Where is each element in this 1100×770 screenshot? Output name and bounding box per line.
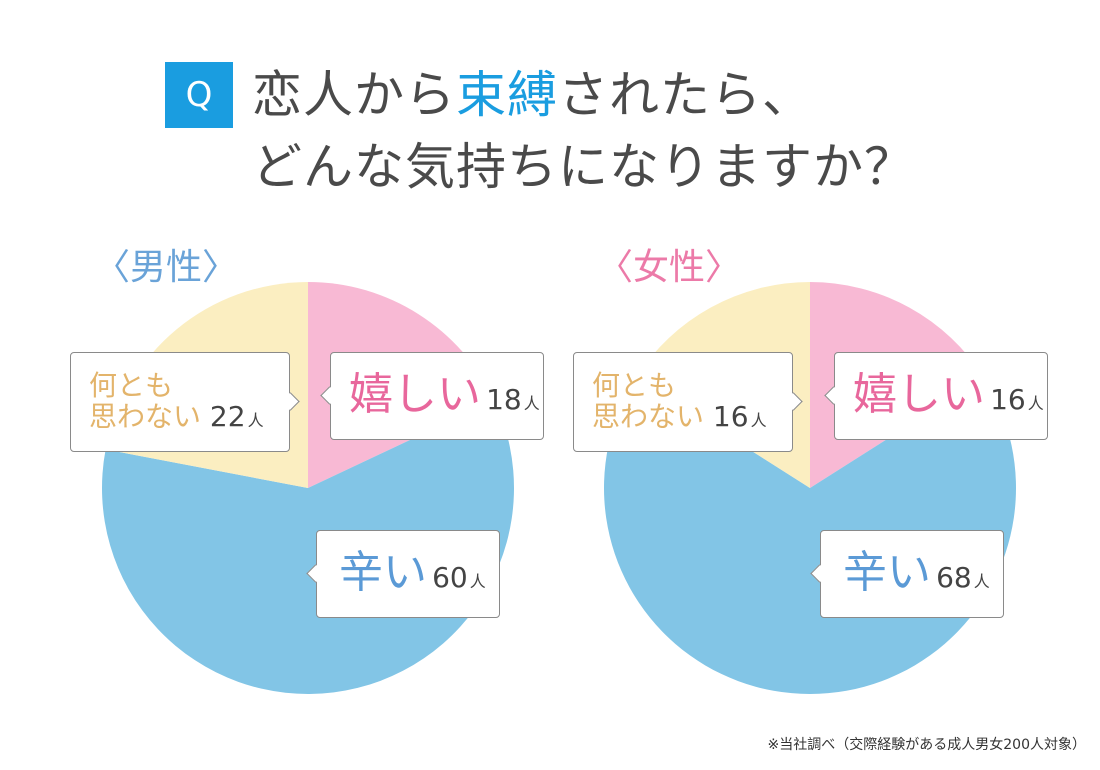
q-badge: Q	[165, 62, 233, 128]
title-line-2: どんな気持ちになりますか？	[252, 138, 915, 196]
male-hard-value: 60	[432, 561, 468, 594]
title-accent: 束縛	[456, 66, 558, 124]
male-happy-value: 18	[486, 383, 522, 416]
female-callout-none: 何とも 思わない 16 人	[573, 352, 803, 452]
female-callout-happy: 嬉しい 16 人	[824, 352, 1048, 440]
footnote: ※当社調べ（交際経験がある成人男女200人対象）	[767, 737, 1086, 753]
male-slice-hard	[102, 400, 514, 694]
title-line-1: 恋人から束縛されたら、	[252, 66, 813, 124]
female-chart-title: 〈女性〉	[597, 247, 742, 288]
female-callout-hard: 辛い 68 人	[810, 530, 1004, 618]
male-callout-none: 何とも 思わない 22 人	[70, 352, 300, 452]
male-chart-title: 〈男性〉	[94, 247, 239, 288]
male-callout-hard: 辛い 60 人	[306, 530, 500, 618]
male-callout-happy: 嬉しい 18 人	[320, 352, 544, 440]
female-none-value: 16	[712, 399, 749, 433]
female-hard-value: 68	[936, 561, 972, 594]
female-happy-value: 16	[990, 383, 1026, 416]
male-none-value: 22	[209, 399, 246, 433]
